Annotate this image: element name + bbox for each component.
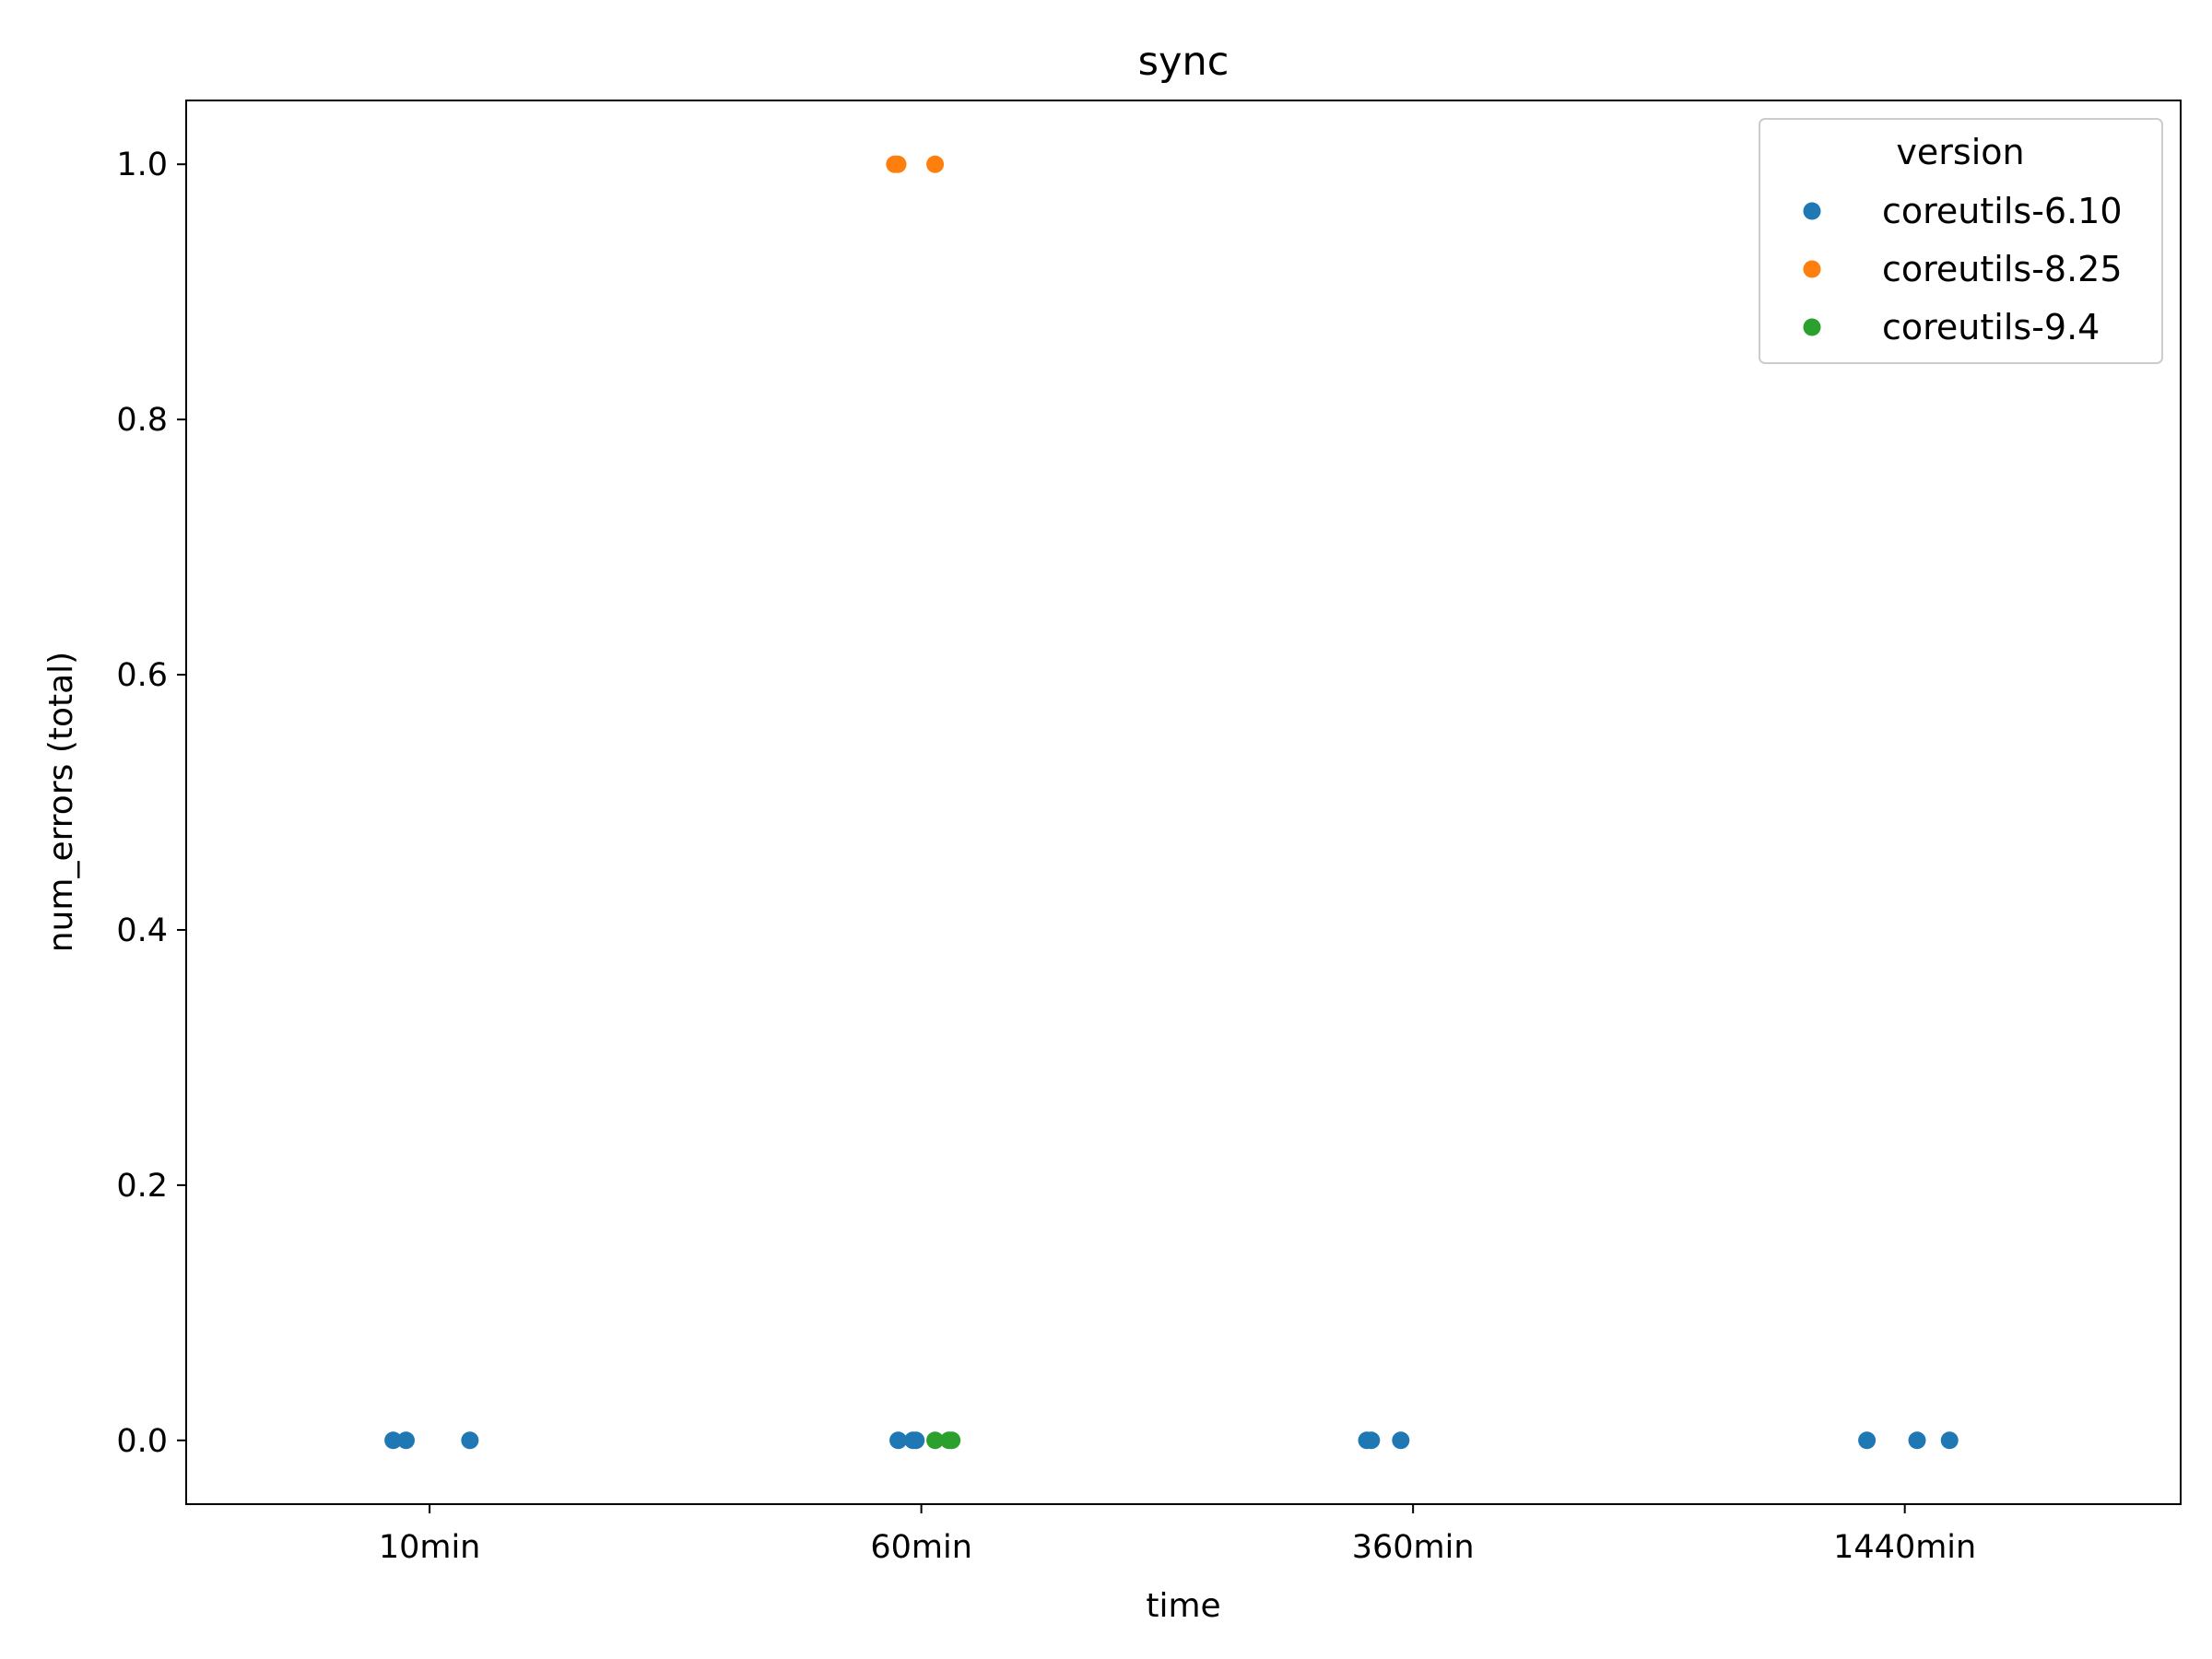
x-axis-label: time: [1146, 1587, 1220, 1625]
y-tick-label: 0.4: [116, 912, 168, 949]
x-tick-label: 10min: [379, 1529, 481, 1566]
legend-marker: [1803, 260, 1821, 278]
data-point: [888, 155, 907, 173]
y-tick-label: 1.0: [116, 147, 168, 183]
data-point: [461, 1431, 479, 1450]
data-point: [907, 1431, 925, 1450]
x-tick-label: 1440min: [1833, 1529, 1976, 1566]
x-axis: 10min 60min 360min 1440min: [379, 1504, 1976, 1566]
y-axis: 0.0 0.2 0.4 0.6 0.8 1.0: [116, 147, 186, 1460]
y-axis-label: num_errors (total): [42, 652, 80, 952]
legend: version coreutils-6.10coreutils-8.25core…: [1759, 118, 2163, 364]
x-tick-label: 60min: [870, 1529, 972, 1566]
chart-title: sync: [1138, 39, 1230, 85]
legend-label: coreutils-6.10: [1882, 191, 2123, 231]
legend-title: version: [1896, 132, 2024, 172]
y-tick-label: 0.8: [116, 402, 168, 439]
legend-box: [1759, 118, 2163, 364]
data-point: [1940, 1431, 1959, 1450]
data-point: [1858, 1431, 1877, 1450]
plot-area: [185, 100, 2182, 1505]
y-tick-label: 0.0: [116, 1423, 168, 1460]
data-point: [384, 1431, 403, 1450]
y-tick-label: 0.2: [116, 1168, 168, 1205]
data-point: [926, 155, 945, 173]
data-point: [889, 1431, 908, 1450]
y-tick-label: 0.6: [116, 657, 168, 694]
legend-marker: [1803, 202, 1821, 220]
data-point: [1908, 1431, 1926, 1450]
legend-label: coreutils-9.4: [1882, 307, 2100, 347]
x-tick-label: 360min: [1352, 1529, 1475, 1566]
legend-label: coreutils-8.25: [1882, 249, 2123, 289]
data-point: [926, 1431, 945, 1450]
legend-marker: [1803, 318, 1821, 336]
data-point: [1392, 1431, 1410, 1450]
points-layer: [384, 155, 1959, 1450]
data-point: [396, 1431, 415, 1450]
data-point: [1362, 1431, 1381, 1450]
legend-items: coreutils-6.10 coreutils-8.25 coreutils-9.…: [1803, 191, 2123, 347]
data-point: [943, 1431, 961, 1450]
